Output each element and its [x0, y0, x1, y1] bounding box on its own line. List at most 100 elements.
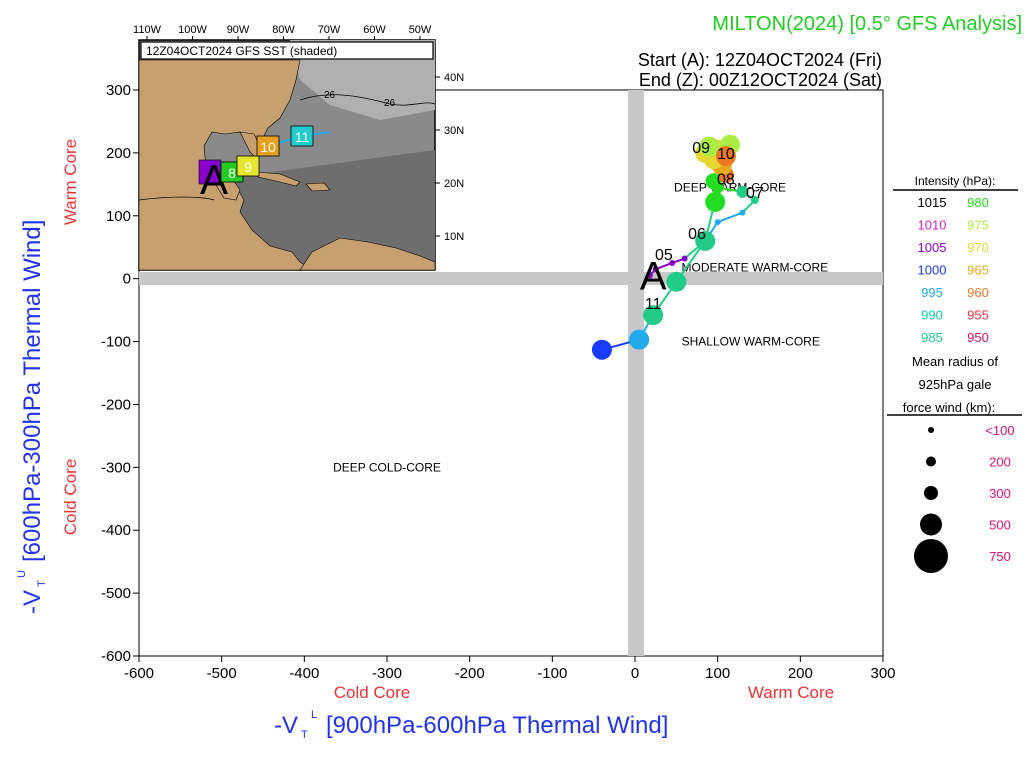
- inset-lon-label: 60W: [363, 24, 386, 36]
- region-label: SHALLOW WARM-CORE: [682, 335, 820, 349]
- legend-intensity-value: 1010: [918, 218, 947, 233]
- y-axis-title: -V T U [600hPa-300hPa Thermal Wind]: [16, 220, 48, 614]
- track-labels: 05 06 08 07 09 10 11: [645, 140, 764, 313]
- legend-radius-list: <100 200 300 500 750: [914, 423, 1015, 573]
- x-axis-ticks: -600 -500 -400 -300 -200 -100 0 100 200 300: [124, 656, 896, 682]
- y-axis-side-top: Warm Core: [61, 139, 80, 225]
- legend-intensity-value: 950: [967, 330, 989, 345]
- x-axis-title-sub: T: [301, 729, 308, 741]
- track-point: [736, 185, 749, 198]
- inset-day-box: [290, 125, 314, 147]
- legend-radius-title-2: 925hPa gale: [918, 377, 991, 392]
- inset-ocean-cool: [290, 40, 435, 120]
- x-axis-title-prefix: -V: [274, 712, 298, 739]
- end-time: End (Z): 00Z12OCT2024 (Sat): [639, 70, 882, 90]
- region-label: DEEP WARM-CORE: [674, 180, 786, 194]
- inset-contour: [299, 94, 436, 106]
- region-labels: DEEP WARM-CORE MODERATE WARM-CORE SHALLOW …: [333, 180, 828, 474]
- x-axis-title: -V T L [900hPa-600hPa Thermal Wind]: [274, 709, 668, 741]
- legend-radius-dot: [924, 486, 938, 500]
- legend-radius-value: <100: [985, 423, 1014, 438]
- y-tick-label: -600: [101, 648, 131, 665]
- legend-intensity-value: 990: [921, 308, 943, 323]
- x-tick-label: -300: [372, 665, 402, 682]
- x-tick-label: 200: [788, 665, 813, 682]
- track-point: [669, 259, 676, 266]
- inset-lon-label: 110W: [133, 24, 162, 36]
- track-day-label: 08: [717, 171, 735, 188]
- track-point: [705, 173, 722, 190]
- track-point: [715, 146, 736, 167]
- legend-radius-title-1: Mean radius of: [912, 354, 998, 369]
- legend-radius-dot: [926, 456, 936, 467]
- track-day-label: 10: [717, 146, 735, 163]
- legend-intensity-value: 980: [967, 195, 989, 210]
- legend-intensity-value: 975: [967, 218, 989, 233]
- inset-lon-label: 70W: [318, 24, 341, 36]
- x-axis-side-right: Warm Core: [748, 683, 834, 702]
- legend-radius-dot: [920, 513, 942, 536]
- start-time: Start (A): 12Z04OCT2024 (Fri): [638, 50, 882, 70]
- x-axis-side-left: Cold Core: [334, 683, 411, 702]
- legend-radius-title-3: force wind (km):: [903, 400, 995, 415]
- inset-lon-label: 100W: [178, 24, 207, 36]
- x-tick-label: -100: [537, 665, 567, 682]
- legend-intensity-value: 1005: [918, 240, 947, 255]
- inset-day-box-label: 8: [228, 165, 236, 181]
- zero-band-horizontal: [139, 272, 883, 285]
- x-tick-label: -200: [455, 665, 485, 682]
- inset-land-south-america: [299, 237, 436, 271]
- legend-radius-value: 750: [989, 549, 1011, 564]
- legend-intensity-list: 1015 1010 1005 1000 995 990 985 980 975 970 965 960…: [918, 195, 989, 345]
- track-point: [714, 219, 721, 226]
- x-tick-label: 100: [705, 665, 730, 682]
- inset-lat-label: 30N: [444, 125, 464, 137]
- legend-intensity-value: 965: [967, 263, 989, 278]
- legend-intensity-value: 1015: [918, 195, 947, 210]
- inset-day-box: [256, 135, 280, 157]
- x-tick-label: -500: [207, 665, 237, 682]
- inset-day-boxes: 8 9 10 11: [220, 125, 314, 183]
- track-day-label: 07: [746, 185, 764, 202]
- y-tick-label: -100: [101, 334, 131, 351]
- track-point: [643, 305, 664, 326]
- legend-radius-value: 500: [989, 518, 1011, 533]
- track-day-label: 09: [692, 140, 710, 157]
- track-points: [591, 134, 759, 360]
- track-day-label: 05: [655, 247, 673, 264]
- track-day-label: 06: [688, 226, 706, 243]
- y-tick-label: -200: [101, 396, 131, 413]
- y-tick-label: -500: [101, 585, 131, 602]
- track-point: [666, 271, 687, 292]
- inset-lon-label: 80W: [272, 24, 295, 36]
- legend-intensity-title: Intensity (hPa):: [915, 174, 996, 188]
- inset-day-box-label: 11: [295, 129, 310, 145]
- track-point: [652, 266, 659, 273]
- region-label: MODERATE WARM-CORE: [682, 260, 829, 274]
- y-tick-label: 100: [106, 208, 131, 225]
- y-axis-title-prefix: -V: [19, 590, 46, 614]
- inset-title-box: [140, 41, 434, 60]
- inset-lat-label: 10N: [444, 231, 464, 243]
- region-label: DEEP COLD-CORE: [333, 460, 441, 474]
- track-point: [705, 191, 726, 212]
- y-axis-ticks: -600 -500 -400 -300 -200 -100 0 100 200 300: [101, 82, 139, 665]
- legend-intensity-value: 970: [967, 240, 989, 255]
- inset-lat-labels: 40N 30N 20N 10N: [435, 72, 464, 243]
- track-day-label: 11: [645, 296, 662, 313]
- track-point: [750, 196, 759, 205]
- inset-land-north-america: [138, 59, 313, 271]
- zero-band-vertical: [628, 90, 644, 656]
- legend-intensity-value: 1000: [918, 263, 947, 278]
- inset-title: 12Z04OCT2024 GFS SST (shaded): [146, 44, 337, 58]
- legend: Intensity (hPa): 1015 1010 1005 1000 995 990 9…: [887, 174, 1022, 573]
- x-tick-label: 300: [870, 665, 895, 682]
- y-axis-side-bottom: Cold Core: [61, 459, 80, 536]
- chart-title: MILTON(2024) [0.5° GFS Analysis]: [712, 13, 1022, 35]
- track-point: [629, 329, 650, 350]
- legend-intensity-value: 955: [967, 308, 989, 323]
- y-axis-title-sup: U: [16, 570, 28, 578]
- inset-land-hispaniola: [305, 182, 331, 192]
- inset-lon-label: 90W: [227, 24, 250, 36]
